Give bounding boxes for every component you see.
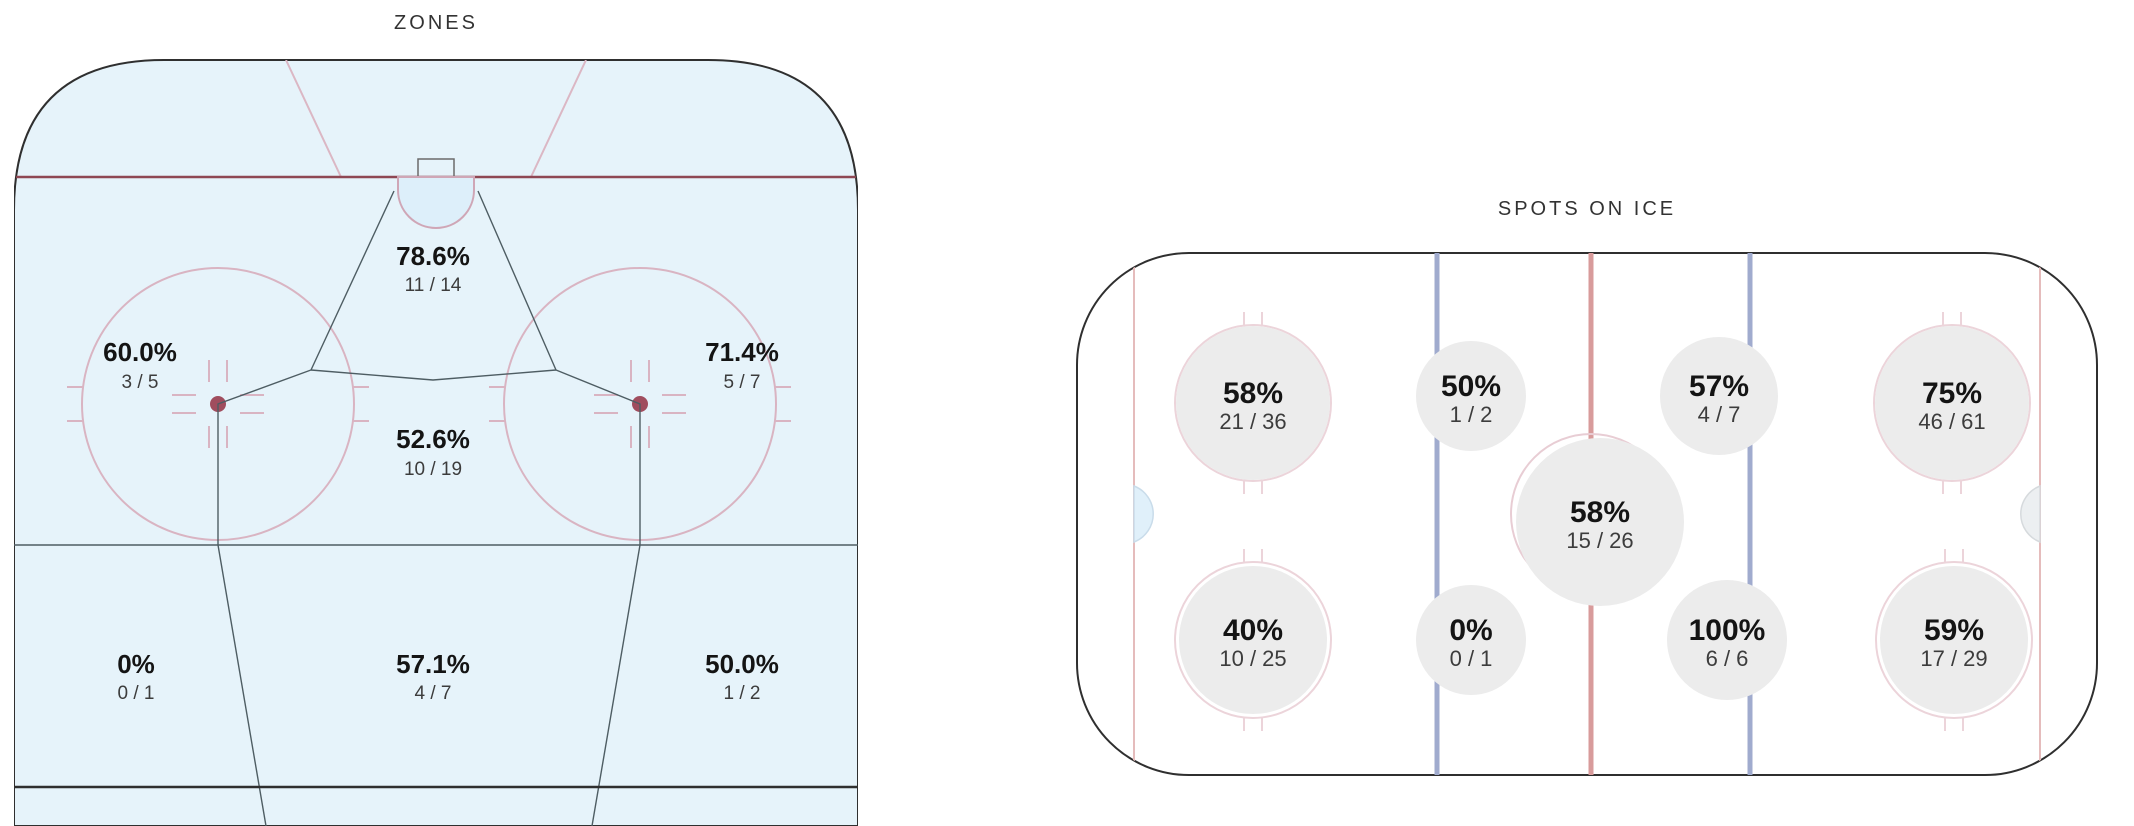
spot-stat-center-ice: 58% 15 / 26 xyxy=(1516,438,1684,606)
svg-text:75%: 75% xyxy=(1922,377,1982,410)
zone-stat-high-slot: 78.6% 11 / 14 xyxy=(396,241,470,296)
zone-stat-mid-slot: 52.6% 10 / 19 xyxy=(396,424,470,480)
svg-text:5 / 7: 5 / 7 xyxy=(724,372,761,393)
svg-text:58%: 58% xyxy=(1570,496,1630,529)
svg-text:0%: 0% xyxy=(1449,614,1492,647)
svg-text:52.6%: 52.6% xyxy=(396,424,470,454)
svg-text:71.4%: 71.4% xyxy=(705,337,779,367)
spot-stat-neutral-left-bottom: 0% 0 / 1 xyxy=(1416,585,1526,695)
svg-text:0 / 1: 0 / 1 xyxy=(1450,646,1493,671)
svg-text:6 / 6: 6 / 6 xyxy=(1706,646,1749,671)
svg-text:1 / 2: 1 / 2 xyxy=(724,683,761,704)
svg-text:100%: 100% xyxy=(1689,614,1766,647)
spot-stat-right-zone-top: 75% 46 / 61 xyxy=(1875,326,2029,480)
svg-text:10 / 19: 10 / 19 xyxy=(404,459,462,480)
spot-stat-neutral-right-bottom: 100% 6 / 6 xyxy=(1667,580,1787,700)
svg-text:3 / 5: 3 / 5 xyxy=(122,372,159,393)
svg-text:46 / 61: 46 / 61 xyxy=(1918,409,1985,434)
spot-stat-neutral-right-top: 57% 4 / 7 xyxy=(1660,337,1778,455)
goal-crease xyxy=(397,176,475,229)
zone-stat-left-point: 0% 0 / 1 xyxy=(117,649,155,704)
svg-text:0%: 0% xyxy=(117,649,155,679)
svg-text:40%: 40% xyxy=(1223,614,1283,647)
zone-stat-left-circle: 60.0% 3 / 5 xyxy=(103,337,177,393)
svg-text:10 / 25: 10 / 25 xyxy=(1219,646,1286,671)
zones-chart-title: ZONES xyxy=(394,12,478,34)
svg-text:21 / 36: 21 / 36 xyxy=(1219,409,1286,434)
left-faceoff-circle xyxy=(67,267,369,541)
zones-rink-chart: 78.6% 11 / 14 60.0% 3 / 5 71.4% 5 / 7 52… xyxy=(14,59,858,826)
svg-text:59%: 59% xyxy=(1924,614,1984,647)
zone-stat-right-point: 50.0% 1 / 2 xyxy=(705,649,779,704)
spot-stat-right-zone-bottom: 59% 17 / 29 xyxy=(1880,566,2028,714)
zone-stat-center-point: 57.1% 4 / 7 xyxy=(396,649,470,704)
svg-text:50%: 50% xyxy=(1441,370,1501,403)
svg-text:0 / 1: 0 / 1 xyxy=(118,683,155,704)
faceoff-circles xyxy=(1174,312,2033,731)
svg-text:1 / 2: 1 / 2 xyxy=(1450,402,1493,427)
svg-text:57.1%: 57.1% xyxy=(396,649,470,679)
svg-text:57%: 57% xyxy=(1689,370,1749,403)
left-goal-crease xyxy=(1133,484,1154,544)
zone-boundaries xyxy=(14,190,858,826)
spot-stat-left-zone-top: 58% 21 / 36 xyxy=(1176,326,1330,480)
svg-text:58%: 58% xyxy=(1223,377,1283,410)
spot-stat-left-zone-bottom: 40% 10 / 25 xyxy=(1179,566,1327,714)
zone-stat-right-circle: 71.4% 5 / 7 xyxy=(705,337,779,393)
svg-text:78.6%: 78.6% xyxy=(396,241,470,271)
svg-text:11 / 14: 11 / 14 xyxy=(405,275,462,296)
spots-chart-title: SPOTS ON ICE xyxy=(1497,198,1677,220)
svg-text:50.0%: 50.0% xyxy=(705,649,779,679)
svg-text:4 / 7: 4 / 7 xyxy=(1698,402,1741,427)
half-rink-boards xyxy=(14,59,858,826)
svg-text:17 / 29: 17 / 29 xyxy=(1920,646,1987,671)
svg-text:15 / 26: 15 / 26 xyxy=(1566,528,1633,553)
spots-rink-chart: 58% 21 / 36 50% 1 / 2 57% 4 / 7 75% 46 /… xyxy=(1076,252,2098,776)
spot-stat-neutral-left-top: 50% 1 / 2 xyxy=(1416,341,1526,451)
trapezoid-lines xyxy=(285,60,587,178)
svg-text:4 / 7: 4 / 7 xyxy=(415,683,452,704)
svg-text:60.0%: 60.0% xyxy=(103,337,177,367)
right-goal-crease xyxy=(2020,484,2041,544)
